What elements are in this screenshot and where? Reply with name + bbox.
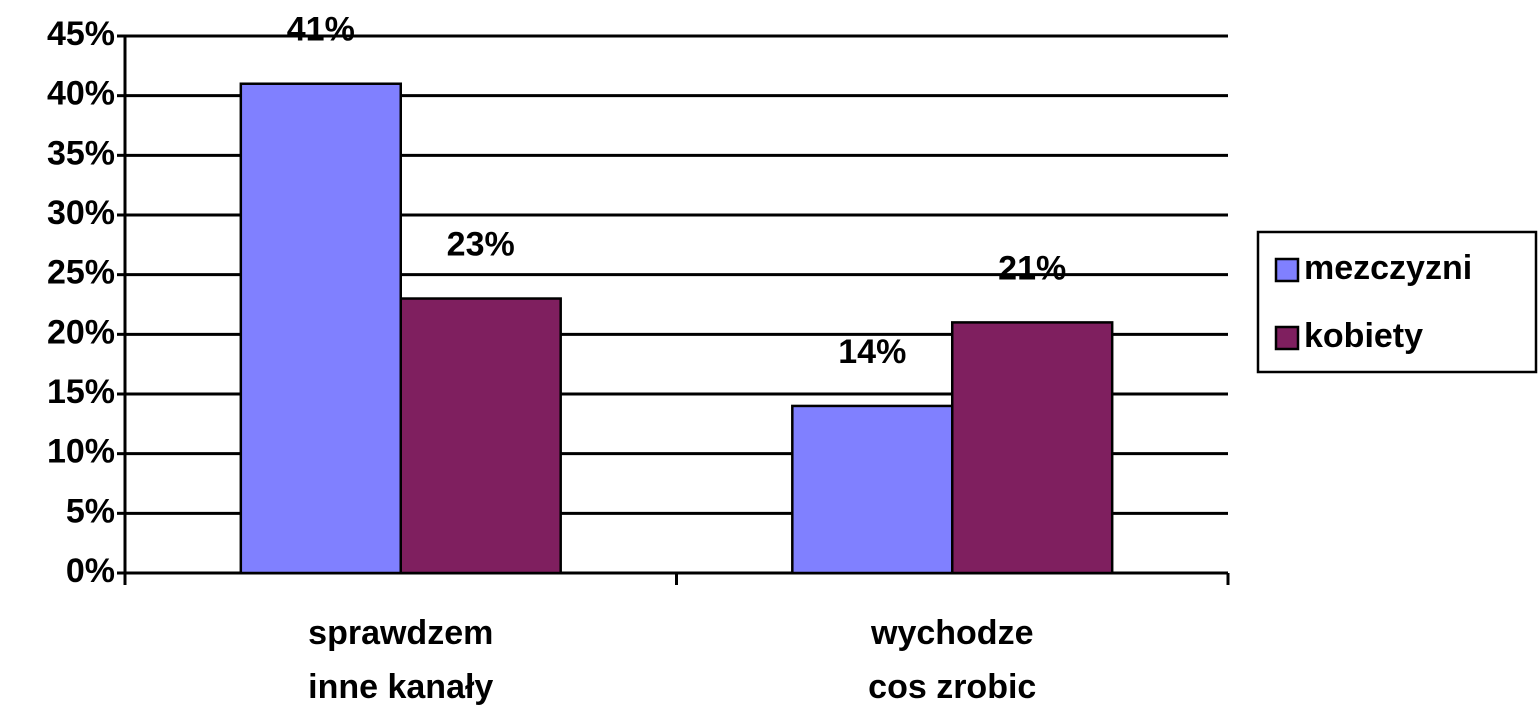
legend-swatch: [1274, 257, 1300, 283]
x-tick-label-line: sprawdzem: [308, 614, 493, 652]
y-tick-label: 45%: [47, 15, 115, 53]
bar: [399, 297, 562, 575]
legend-box: [1256, 230, 1538, 374]
x-tick-label-line: cos zrobic: [868, 668, 1036, 706]
value-label: 14%: [838, 333, 906, 371]
y-tick-label: 25%: [47, 254, 115, 292]
x-tick-label: wychodze cos zrobic: [868, 614, 1036, 706]
legend-label: kobiety: [1304, 317, 1423, 355]
value-label: 41%: [287, 11, 355, 49]
legend-label: mezczyzni: [1304, 249, 1472, 287]
bar: [951, 321, 1114, 575]
x-tick-label-line: inne kanały: [308, 668, 493, 706]
bar: [791, 404, 954, 575]
y-tick-label: 35%: [47, 134, 115, 172]
value-label: 23%: [447, 226, 515, 264]
y-tick-label: 0%: [66, 552, 115, 590]
y-tick-label: 10%: [47, 433, 115, 471]
y-tick-label: 15%: [47, 373, 115, 411]
y-tick-label: 30%: [47, 194, 115, 232]
bar: [239, 82, 402, 575]
x-tick-label-line: wychodze: [870, 614, 1033, 652]
value-label: 21%: [998, 249, 1066, 287]
legend-swatch: [1274, 325, 1300, 351]
y-tick-label: 40%: [47, 75, 115, 113]
y-tick-label: 5%: [66, 492, 115, 530]
x-tick-label: sprawdzem inne kanały: [308, 614, 493, 706]
y-tick-label: 20%: [47, 313, 115, 351]
